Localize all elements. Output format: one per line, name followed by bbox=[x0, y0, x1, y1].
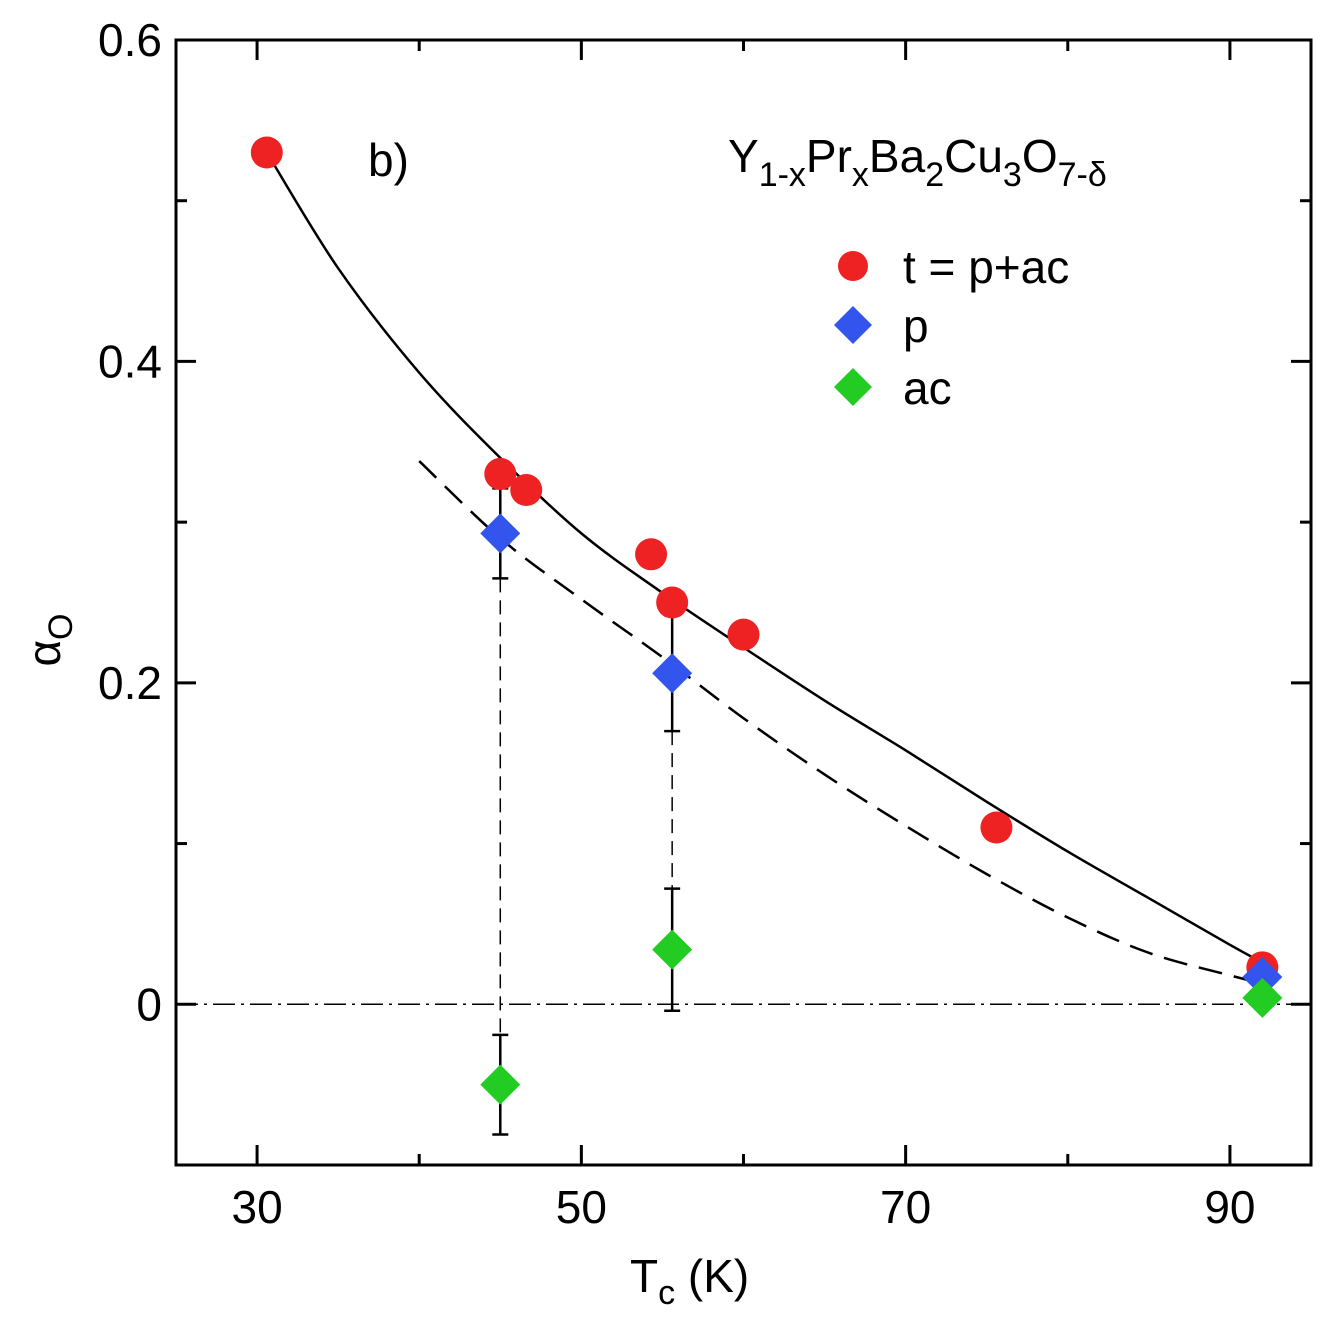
y-tick-label: 0.4 bbox=[98, 335, 162, 387]
y-tick-label: 0 bbox=[136, 978, 162, 1030]
y-axis-title: αO bbox=[18, 613, 80, 666]
point-t bbox=[980, 811, 1013, 844]
legend-label-ac: ac bbox=[903, 362, 952, 414]
point-t bbox=[484, 457, 517, 490]
x-tick-label: 50 bbox=[556, 1181, 607, 1233]
point-t bbox=[727, 618, 760, 651]
point-ac bbox=[652, 929, 693, 970]
plot-frame bbox=[174, 38, 1313, 1167]
point-ac bbox=[1242, 977, 1283, 1018]
legend-marker-p bbox=[834, 306, 872, 344]
panel-label: b) bbox=[368, 134, 409, 186]
legend-marker-t bbox=[838, 251, 868, 281]
point-ac bbox=[480, 1064, 521, 1105]
fit-line-dashed bbox=[418, 460, 1263, 985]
legend: t = p+ac p ac bbox=[834, 241, 1069, 414]
point-p bbox=[1242, 956, 1283, 997]
x-tick-label: 30 bbox=[231, 1181, 282, 1233]
point-p bbox=[480, 513, 521, 554]
axis-ticks: 30 50 70 90 0 0.2 0.4 0.6 bbox=[98, 14, 1311, 1233]
legend-marker-ac bbox=[834, 368, 872, 406]
fit-line-solid bbox=[265, 151, 1263, 964]
legend-label-p: p bbox=[903, 300, 929, 352]
x-tick-label: 90 bbox=[1204, 1181, 1255, 1233]
point-p bbox=[652, 653, 693, 694]
point-t bbox=[635, 538, 668, 571]
x-axis-title: Tc (K) bbox=[630, 1250, 749, 1312]
data-marks bbox=[250, 136, 1283, 1136]
x-tick-label: 70 bbox=[880, 1181, 931, 1233]
legend-label-t: t = p+ac bbox=[903, 241, 1069, 293]
y-tick-label: 0.6 bbox=[98, 14, 162, 66]
point-t bbox=[656, 586, 689, 619]
point-t bbox=[510, 474, 543, 506]
fit-lines bbox=[176, 151, 1311, 1035]
compound-formula: Y1-xPrxBa2Cu3O7-δ bbox=[728, 130, 1107, 194]
point-t bbox=[250, 136, 283, 169]
y-tick-label: 0.2 bbox=[98, 657, 162, 709]
